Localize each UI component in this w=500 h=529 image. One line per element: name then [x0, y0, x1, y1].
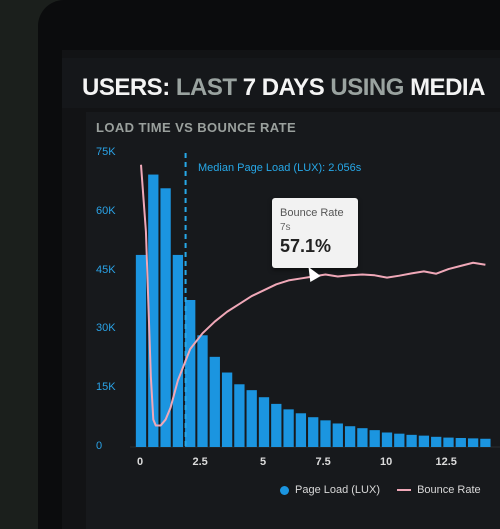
bounce-rate-line[interactable] — [140, 164, 486, 427]
y-tick-label: 45K — [96, 263, 116, 276]
bar[interactable] — [467, 438, 479, 447]
bar[interactable] — [320, 420, 331, 447]
bar[interactable] — [246, 390, 257, 447]
bar[interactable] — [443, 437, 454, 447]
bounce-rate-tooltip: Bounce Rate 7s 57.1% — [272, 198, 358, 268]
legend-label-page-load: Page Load (LUX) — [295, 484, 380, 496]
bar[interactable] — [394, 433, 405, 447]
bar[interactable] — [283, 409, 294, 447]
bar[interactable] — [381, 432, 393, 447]
header-band: USERS: LAST 7 DAYS USING MEDIA — [62, 58, 500, 108]
y-tick-label: 30K — [96, 322, 116, 335]
title-part-media: MEDIA — [410, 74, 485, 101]
bar[interactable] — [271, 403, 282, 447]
bar[interactable] — [455, 437, 466, 447]
legend-line-icon — [397, 489, 412, 492]
bar[interactable] — [185, 300, 196, 447]
bar[interactable] — [172, 254, 184, 447]
title-part-days: 7 DAYS — [242, 74, 325, 101]
bar[interactable] — [197, 335, 208, 447]
bar[interactable] — [431, 436, 442, 447]
bar[interactable] — [406, 434, 417, 447]
y-tick-label: 15K — [96, 381, 116, 394]
bar[interactable] — [234, 384, 245, 447]
bar[interactable] — [258, 397, 270, 447]
page-title: USERS: LAST 7 DAYS USING MEDIA — [82, 74, 485, 102]
y-tick-label: 0 — [96, 440, 103, 452]
bar[interactable] — [135, 254, 147, 447]
bar[interactable] — [344, 426, 356, 447]
y-tick-label: 60K — [96, 204, 116, 217]
legend: Page Load (LUX) Bounce Rate — [280, 484, 495, 496]
bar[interactable] — [480, 438, 491, 447]
median-annotation: Median Page Load (LUX): 2.056s — [198, 162, 362, 174]
x-tick-label: 5 — [260, 456, 267, 468]
bar[interactable] — [148, 174, 159, 447]
tooltip-label: Bounce Rate — [280, 207, 344, 219]
tooltip-value: 57.1% — [280, 236, 332, 256]
bar[interactable] — [160, 188, 171, 447]
title-part-using: USING — [330, 74, 404, 101]
legend-dot-icon — [280, 485, 289, 495]
x-tick-label: 0 — [137, 456, 144, 468]
bar[interactable] — [332, 423, 343, 447]
y-tick-label: 75K — [96, 146, 116, 158]
legend-item-bounce-rate[interactable]: Bounce Rate — [397, 484, 481, 496]
bar[interactable] — [369, 430, 380, 447]
x-tick-label: 10 — [380, 456, 393, 468]
tooltip-sub: 7s — [280, 222, 291, 233]
title-part-users: USERS: — [82, 74, 170, 101]
bar[interactable] — [221, 372, 233, 447]
bar[interactable] — [357, 428, 368, 447]
legend-item-page-load[interactable]: Page Load (LUX) — [280, 484, 380, 496]
x-tick-label: 7.5 — [315, 456, 331, 468]
x-tick-label: 2.5 — [192, 456, 208, 468]
chart-title: LOAD TIME VS BOUNCE RATE — [96, 120, 297, 135]
bar[interactable] — [308, 417, 319, 447]
title-part-last: LAST — [175, 74, 237, 101]
bar[interactable] — [418, 435, 430, 447]
bar[interactable] — [295, 413, 307, 447]
legend-label-bounce-rate: Bounce Rate — [417, 484, 481, 496]
bar[interactable] — [209, 356, 220, 447]
x-tick-label: 12.5 — [435, 456, 457, 468]
